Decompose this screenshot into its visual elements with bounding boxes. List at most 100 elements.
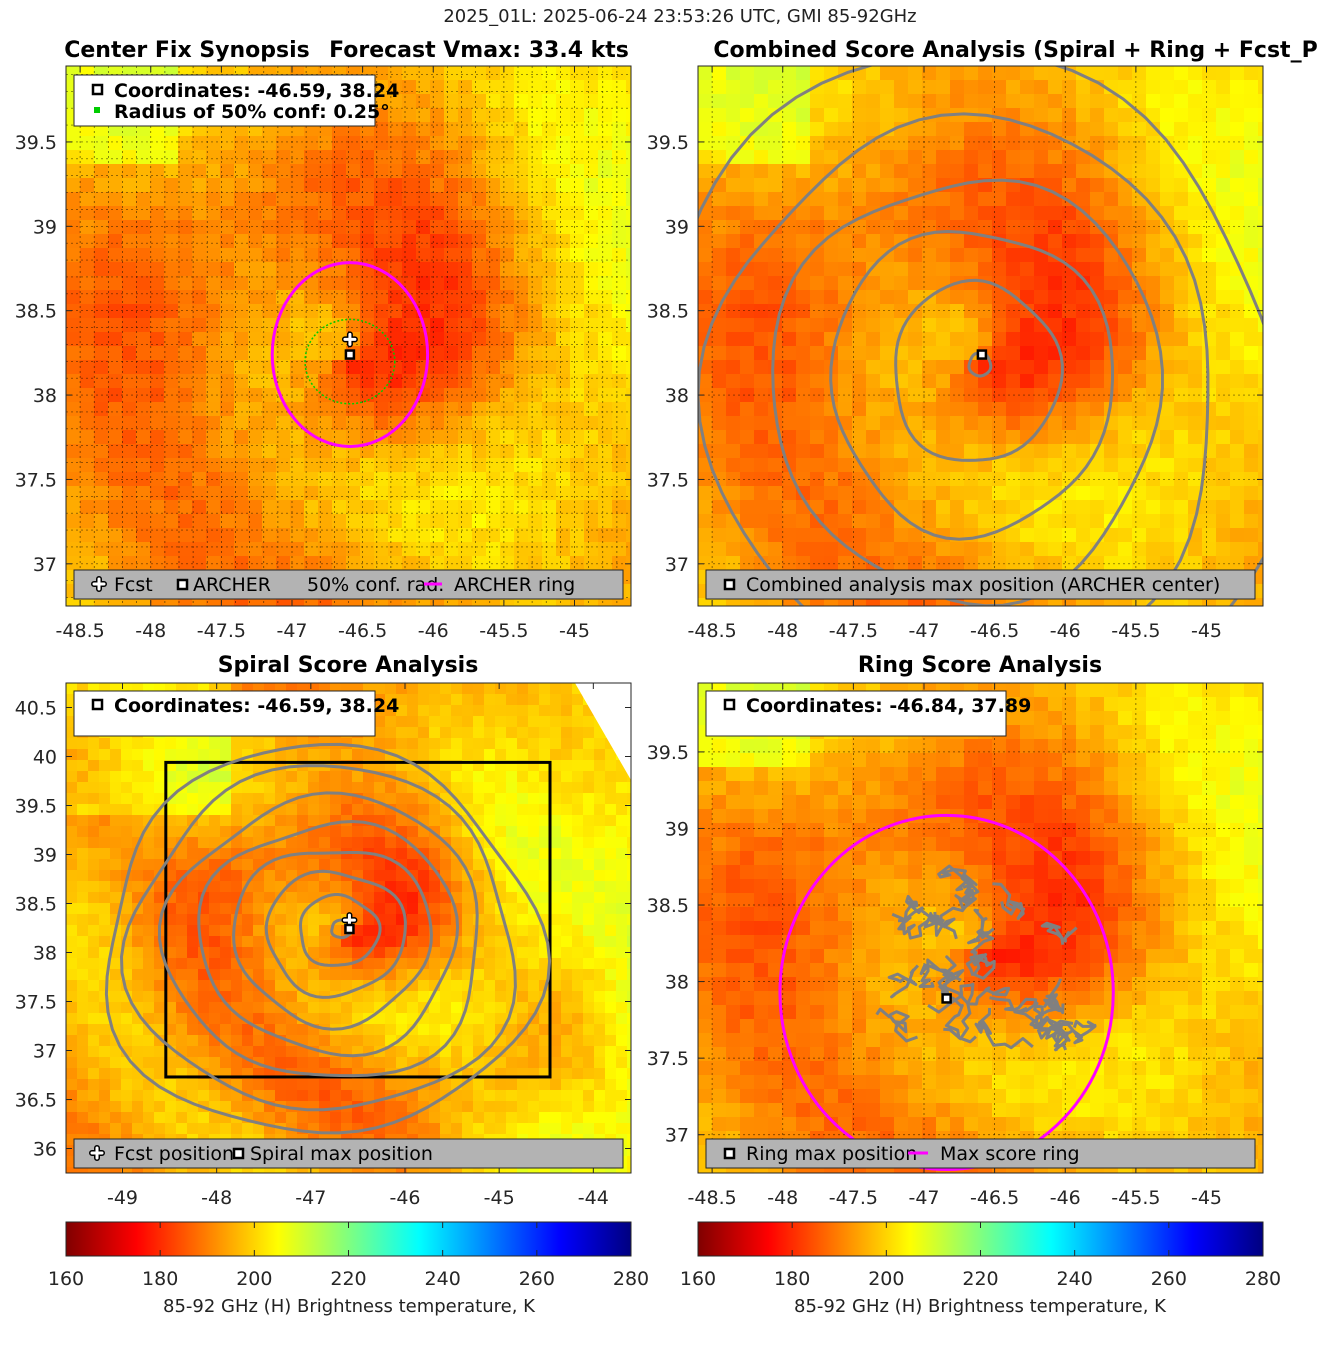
heatmap-cell	[264, 683, 276, 695]
heatmap-cell	[388, 94, 403, 109]
heatmap-cell	[1020, 402, 1035, 417]
heatmap-cell	[612, 290, 627, 305]
heatmap-cell	[440, 727, 452, 739]
heatmap-cell	[542, 472, 557, 487]
heatmap-cell	[80, 178, 95, 193]
heatmap-cell	[754, 276, 769, 291]
heatmap-cell	[318, 556, 333, 571]
heatmap-cell	[319, 1167, 331, 1173]
heatmap-cell	[110, 903, 122, 915]
heatmap-cell	[407, 936, 419, 948]
heatmap-cell	[88, 914, 100, 926]
heatmap-cell	[88, 870, 100, 882]
heatmap-cell	[1146, 346, 1161, 361]
heatmap-cell	[500, 430, 515, 445]
heatmap-cell	[318, 304, 333, 319]
legend-archer-ring: ARCHER ring	[454, 574, 575, 596]
heatmap-cell	[346, 430, 361, 445]
heatmap-cell	[472, 150, 487, 165]
heatmap-cell	[164, 290, 179, 305]
heatmap-cell	[698, 276, 713, 291]
heatmap-cell	[880, 220, 895, 235]
heatmap-cell	[198, 1068, 210, 1080]
heatmap-cell	[1160, 346, 1175, 361]
heatmap-cell	[99, 947, 111, 959]
heatmap-cell	[66, 416, 81, 431]
heatmap-cell	[178, 136, 193, 151]
heatmap-cell	[1244, 346, 1259, 361]
heatmap-cell	[178, 500, 193, 515]
heatmap-cell	[1020, 416, 1035, 431]
heatmap-cell	[132, 826, 144, 838]
heatmap-cell	[542, 220, 557, 235]
x-tick-label: -45	[1191, 620, 1222, 642]
heatmap-cell	[612, 150, 627, 165]
heatmap-cell	[1048, 500, 1063, 515]
heatmap-cell	[402, 388, 417, 403]
heatmap-cell	[992, 542, 1007, 557]
heatmap-cell	[740, 430, 755, 445]
heatmap-cell	[66, 1002, 78, 1014]
heatmap-cell	[782, 234, 797, 249]
heatmap-cell	[330, 947, 342, 959]
heatmap-cell	[154, 903, 166, 915]
heatmap-cell	[374, 248, 389, 263]
heatmap-cell	[514, 318, 529, 333]
heatmap-cell	[234, 206, 249, 221]
heatmap-cell	[1118, 150, 1133, 165]
heatmap-cell	[396, 1090, 408, 1102]
y-tick-label: 38	[33, 385, 57, 407]
heatmap-cell	[528, 164, 543, 179]
heatmap-cell	[440, 1167, 452, 1173]
heatmap-cell	[88, 760, 100, 772]
heatmap-cell	[458, 66, 473, 81]
heatmap-cell	[248, 192, 263, 207]
heatmap-cell	[908, 388, 923, 403]
heatmap-cell	[253, 892, 265, 904]
heatmap-cell	[936, 332, 951, 347]
heatmap-cell	[1160, 192, 1175, 207]
heatmap-cell	[276, 416, 291, 431]
heatmap-cell	[486, 164, 501, 179]
heatmap-cell	[894, 66, 909, 81]
figure-suptitle: 2025_01L: 2025-06-24 23:53:26 UTC, GMI 8…	[443, 6, 916, 27]
heatmap-cell	[407, 969, 419, 981]
heatmap-cell	[407, 716, 419, 728]
heatmap-cell	[1062, 332, 1077, 347]
heatmap-cell	[319, 771, 331, 783]
heatmap-cell	[363, 815, 375, 827]
heatmap-cell	[220, 136, 235, 151]
heatmap-cell	[318, 598, 333, 606]
heatmap-cell	[220, 1123, 232, 1135]
heatmap-cell	[1118, 220, 1133, 235]
heatmap-cell	[341, 826, 353, 838]
heatmap-cell	[440, 969, 452, 981]
heatmap-cell	[308, 925, 320, 937]
heatmap-cell	[726, 262, 741, 277]
heatmap-cell	[66, 388, 81, 403]
heatmap-cell	[66, 556, 81, 571]
heatmap-cell	[598, 430, 613, 445]
heatmap-cell	[936, 304, 951, 319]
heatmap-cell	[122, 248, 137, 263]
heatmap-cell	[824, 290, 839, 305]
heatmap-cell	[154, 892, 166, 904]
heatmap-cell	[1160, 178, 1175, 193]
heatmap-cell	[136, 402, 151, 417]
heatmap-cell	[726, 346, 741, 361]
heatmap-cell	[584, 150, 599, 165]
heatmap-cell	[231, 892, 243, 904]
heatmap-cell	[1076, 528, 1091, 543]
heatmap-cell	[1090, 486, 1105, 501]
heatmap-cell	[77, 837, 89, 849]
heatmap-cell	[374, 304, 389, 319]
heatmap-cell	[542, 80, 557, 95]
heatmap-cell	[418, 914, 430, 926]
heatmap-cell	[1076, 458, 1091, 473]
heatmap-cell	[1076, 276, 1091, 291]
heatmap-cell	[77, 925, 89, 937]
heatmap-cell	[570, 332, 585, 347]
heatmap-cell	[276, 500, 291, 515]
heatmap-cell	[486, 542, 501, 557]
heatmap-cell	[154, 991, 166, 1003]
